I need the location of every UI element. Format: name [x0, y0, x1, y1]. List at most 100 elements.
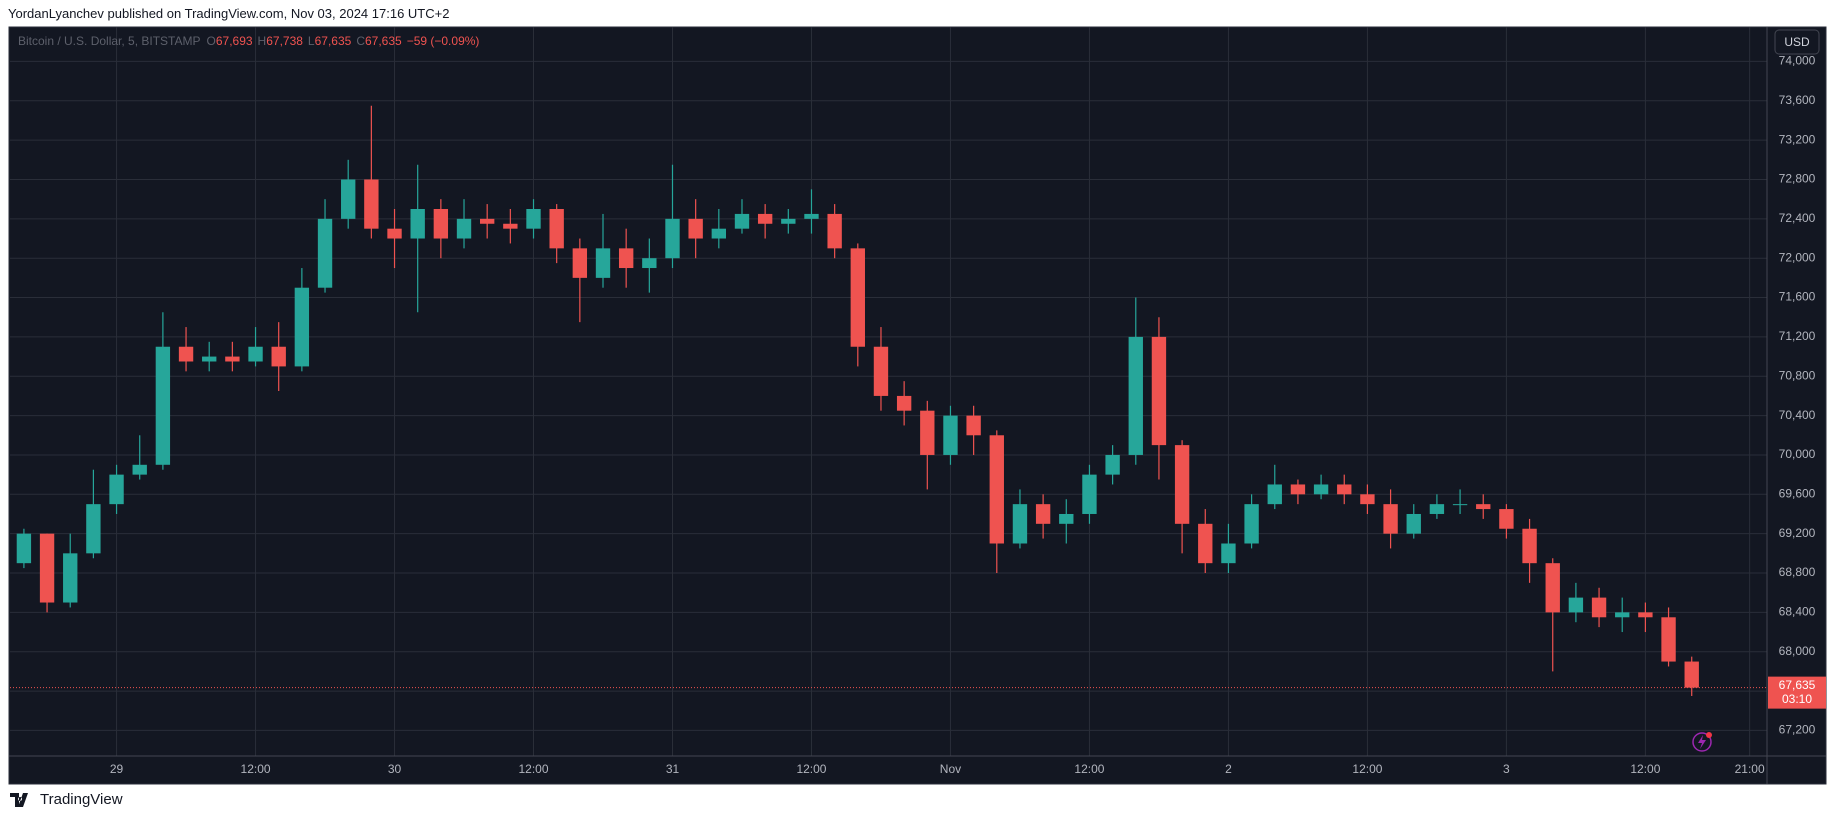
candle-body: [271, 346, 286, 367]
candle-body: [16, 533, 32, 564]
candle-body: [1221, 543, 1236, 564]
candle-body: [642, 258, 657, 269]
candle-body: [341, 179, 356, 219]
candle-body: [827, 213, 842, 249]
candle-body: [1591, 597, 1607, 618]
candle-body: [1313, 484, 1329, 495]
x-tick-label: 2: [1225, 762, 1232, 776]
candle-body: [989, 435, 1004, 544]
candle-body: [1012, 504, 1028, 544]
y-tick-label: 70,000: [1779, 447, 1816, 461]
candle-body: [711, 228, 727, 239]
candle-body: [155, 346, 171, 465]
legend-key: O: [207, 34, 216, 48]
candle-body: [387, 228, 402, 239]
candle-body: [480, 218, 495, 224]
y-tick-label: 72,400: [1779, 211, 1816, 225]
x-tick-label: 3: [1503, 762, 1510, 776]
candle-body: [1406, 513, 1421, 534]
symbol: Bitcoin / U.S. Dollar, 5, BITSTAMP: [18, 34, 201, 48]
candle-body: [294, 287, 310, 367]
candle-body: [1244, 504, 1259, 544]
candle-body: [1105, 454, 1120, 475]
candle-body: [757, 213, 773, 224]
candle-body: [1568, 597, 1584, 613]
y-tick-label: 71,200: [1779, 329, 1816, 343]
y-tick-label: 71,600: [1779, 290, 1816, 304]
candle-body: [1499, 509, 1514, 529]
candle-body: [63, 553, 78, 603]
candle-body: [966, 415, 981, 436]
candle-body: [920, 410, 935, 455]
legend: Bitcoin / U.S. Dollar, 5, BITSTAMP O 67,6…: [18, 34, 479, 48]
x-tick-label: 12:00: [241, 762, 271, 776]
y-tick-label: 74,000: [1779, 54, 1816, 68]
candle-body: [364, 179, 379, 229]
y-tick-label: 68,000: [1779, 644, 1816, 658]
candle-body: [202, 356, 217, 362]
candle-body: [1174, 445, 1190, 524]
candle-body: [1661, 617, 1676, 662]
price-badge: [1768, 676, 1826, 709]
candle-body: [1615, 612, 1630, 618]
logo: [10, 792, 28, 807]
candle-body: [526, 209, 541, 229]
candle-body: [225, 356, 240, 362]
candle-body: [1476, 504, 1491, 510]
currency-button[interactable]: [1774, 29, 1820, 55]
legend-value: 67,693: [216, 34, 253, 48]
candle-body: [1638, 612, 1653, 618]
y-tick-label: 69,600: [1779, 486, 1816, 500]
candle-body: [618, 248, 634, 269]
candle-body: [804, 213, 819, 219]
candle-body: [39, 533, 55, 603]
legend-key: C: [356, 34, 365, 48]
y-tick-label: 73,600: [1779, 93, 1816, 107]
alert-icon[interactable]: [1692, 732, 1712, 752]
legend-value: 67,738: [266, 34, 303, 48]
x-tick-label: Nov: [940, 762, 961, 776]
candle-body: [1128, 336, 1143, 455]
candle-body: [410, 209, 425, 239]
x-tick-label: 12:00: [1074, 762, 1104, 776]
candle-body: [1151, 336, 1167, 446]
y-tick-label: 69,200: [1779, 526, 1816, 540]
price-badge-countdown: 03:10: [1782, 692, 1812, 706]
chart-background: [8, 26, 1827, 785]
candle-body: [86, 504, 101, 554]
currency-label[interactable]: USD: [1784, 35, 1810, 49]
y-tick-label: 68,400: [1779, 605, 1816, 619]
candle-body: [943, 415, 958, 455]
candle-body: [873, 346, 889, 396]
candle-body: [1290, 484, 1306, 495]
candle-body: [1035, 504, 1051, 524]
candle-body: [109, 474, 124, 505]
candle-body: [1383, 504, 1398, 534]
candle-body: [1360, 494, 1375, 505]
price-badge-value: 67,635: [1779, 678, 1816, 692]
footer: TradingView: [10, 791, 123, 808]
y-tick-label: 72,000: [1779, 250, 1816, 264]
legend-value: 67,635: [365, 34, 402, 48]
candle-body: [1452, 504, 1468, 506]
x-tick-label: 31: [666, 762, 680, 776]
candle-body: [781, 218, 796, 224]
candle-body: [1429, 504, 1445, 514]
legend-key: H: [258, 34, 267, 48]
candle-body: [1337, 484, 1352, 495]
chart: 67,20067,60068,00068,40068,80069,20069,6…: [8, 26, 1827, 785]
candle-body: [595, 248, 611, 278]
y-tick-label: 67,200: [1779, 723, 1816, 737]
candle-body: [456, 218, 472, 239]
candle-body: [1545, 563, 1560, 613]
y-tick-label: 73,200: [1779, 132, 1816, 146]
y-tick-label: 70,800: [1779, 368, 1816, 382]
y-tick-label: 70,400: [1779, 408, 1816, 422]
candle-body: [433, 209, 449, 239]
x-tick-label: 29: [110, 762, 124, 776]
y-tick-label: 68,800: [1779, 565, 1816, 579]
candle-body: [665, 218, 680, 259]
candle-body: [688, 218, 703, 239]
candle-body: [1522, 528, 1537, 564]
